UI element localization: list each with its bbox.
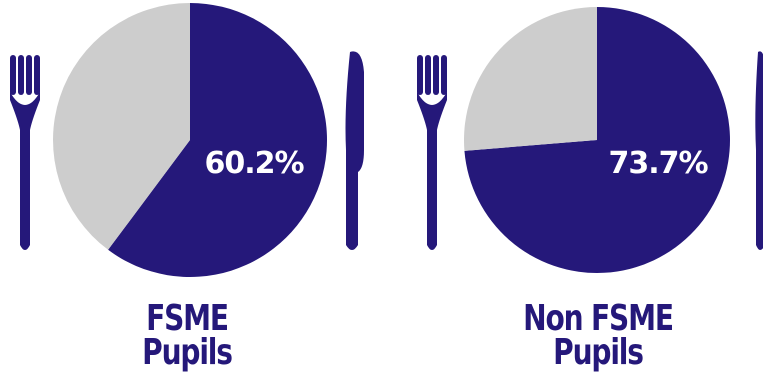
non-fsme-caption-line-2: Pupils (553, 332, 644, 373)
non-fsme-chart: 73.7% (417, 7, 763, 273)
pie-slice-0-0 (108, 2, 328, 277)
non-fsme-caption: Non FSME Pupils (504, 298, 691, 373)
pie-slice-1-0 (464, 7, 730, 273)
fsme-caption-line-1: FSME (146, 298, 229, 339)
non-fsme-caption-line-1: Non FSME (523, 298, 674, 339)
pie-label-non-fsme: 73.7% (608, 146, 708, 181)
fsme-chart: 60.2% (10, 2, 364, 277)
fsme-caption-line-2: Pupils (142, 332, 233, 373)
pie-label-fsme: 60.2% (204, 146, 304, 181)
fork-icon (10, 55, 40, 250)
pie-slice-0-1 (53, 3, 190, 250)
knife-icon (345, 51, 364, 250)
pie-chart-fsme (53, 2, 328, 277)
pie-slice-1-1 (463, 7, 597, 151)
pie-chart-non-fsme (463, 7, 730, 273)
knife-icon (755, 51, 763, 250)
fork-icon (417, 55, 447, 250)
fsme-caption: FSME Pupils (113, 298, 261, 373)
